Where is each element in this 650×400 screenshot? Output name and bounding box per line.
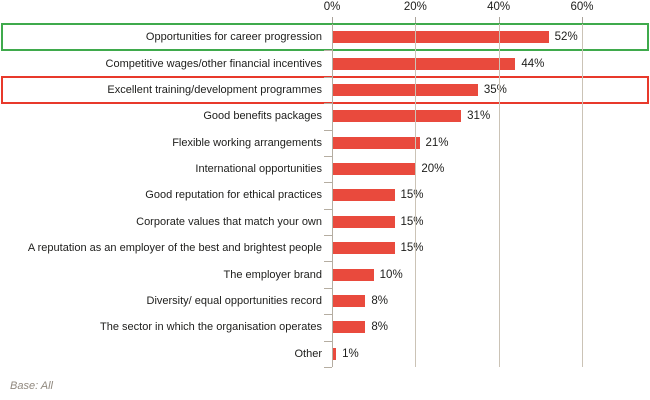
base-note: Base: All xyxy=(10,380,54,392)
bar-track: 10% xyxy=(332,261,648,287)
x-axis-tick-mark xyxy=(498,17,500,24)
bar xyxy=(332,189,395,202)
value-label: 15% xyxy=(400,215,424,228)
value-label: 10% xyxy=(379,268,403,281)
x-axis-tick-label: 0% xyxy=(323,1,341,13)
bar-track: 8% xyxy=(332,314,648,340)
x-axis: 0% 20% 40% 60% xyxy=(0,0,650,24)
category-label: Good reputation for ethical practices xyxy=(145,189,322,202)
chart-row-highlighted: Opportunities for career progression 52% xyxy=(1,22,649,52)
value-label: 15% xyxy=(400,189,424,202)
value-label: 31% xyxy=(467,110,491,123)
category-axis-tick xyxy=(324,182,332,183)
chart-row: The sector in which the organisation ope… xyxy=(2,314,648,340)
value-label: 15% xyxy=(400,242,424,255)
bar xyxy=(332,321,366,334)
bar xyxy=(332,136,420,149)
value-label: 35% xyxy=(483,83,507,96)
bar xyxy=(332,57,516,70)
value-label: 8% xyxy=(371,321,388,334)
x-axis-tick-mark xyxy=(332,17,333,24)
gridline xyxy=(415,24,417,367)
category-axis-tick xyxy=(324,50,332,51)
value-label: 20% xyxy=(421,163,445,176)
category-axis-tick xyxy=(324,209,332,210)
bar xyxy=(332,268,374,281)
category-label: International opportunities xyxy=(195,163,322,176)
x-axis-tick-mark xyxy=(582,17,583,24)
bar-track: 52% xyxy=(332,24,648,50)
value-label: 8% xyxy=(371,294,388,307)
bar-track: 21% xyxy=(332,130,648,156)
chart-row: International opportunities 20% xyxy=(2,156,648,182)
category-label: Opportunities for career progression xyxy=(145,31,322,44)
category-axis-tick xyxy=(324,130,332,131)
bar-track: 44% xyxy=(332,50,648,76)
bar xyxy=(332,83,478,96)
chart-row: Good benefits packages 31% xyxy=(2,103,648,129)
bar xyxy=(332,31,549,44)
chart-row: Other 1% xyxy=(2,341,648,367)
bar xyxy=(332,215,395,228)
bar-track: 15% xyxy=(332,209,648,235)
plot-area: Opportunities for career progression 52% C… xyxy=(0,22,650,368)
category-axis-tick xyxy=(324,314,332,315)
category-axis-tick xyxy=(324,156,332,157)
bar-track: 15% xyxy=(332,235,648,261)
category-label: Good benefits packages xyxy=(203,110,322,123)
category-axis-tick xyxy=(324,77,332,78)
bar xyxy=(332,294,366,307)
bar-track: 35% xyxy=(332,77,648,103)
y-axis-line xyxy=(332,24,333,367)
value-label: 21% xyxy=(425,136,449,149)
category-axis-tick xyxy=(324,261,332,262)
category-axis-tick xyxy=(324,341,332,342)
bar-track: 1% xyxy=(332,341,648,367)
category-label: Other xyxy=(294,347,322,360)
category-label: A reputation as an employer of the best … xyxy=(27,242,322,255)
category-label: Flexible working arrangements xyxy=(172,136,322,149)
category-label: The sector in which the organisation ope… xyxy=(100,321,322,334)
bar-track: 31% xyxy=(332,103,648,129)
bar xyxy=(332,163,416,176)
value-label: 1% xyxy=(342,347,359,360)
x-axis-tick-mark xyxy=(415,17,417,24)
bar-track: 20% xyxy=(332,156,648,182)
chart-row: Flexible working arrangements 21% xyxy=(2,130,648,156)
bar xyxy=(332,242,395,255)
gridline xyxy=(498,24,500,367)
chart-row: The employer brand 10% xyxy=(2,261,648,287)
category-axis-tick xyxy=(324,103,332,104)
value-label: 52% xyxy=(554,31,578,44)
bar xyxy=(332,347,337,360)
category-label: Corporate values that match your own xyxy=(136,215,322,228)
category-label: Competitive wages/other financial incent… xyxy=(105,57,322,70)
x-axis-tick-label: 60% xyxy=(570,1,594,13)
value-label: 44% xyxy=(521,57,545,70)
category-axis-tick xyxy=(324,288,332,289)
chart-row: Competitive wages/other financial incent… xyxy=(2,50,648,76)
chart-row: Good reputation for ethical practices 15% xyxy=(2,182,648,208)
gridline xyxy=(582,24,583,367)
bar-track: 8% xyxy=(332,288,648,314)
chart-row: Diversity/ equal opportunities record 8% xyxy=(2,288,648,314)
chart-row: Corporate values that match your own 15% xyxy=(2,209,648,235)
category-axis-tick xyxy=(324,235,332,236)
chart-row: A reputation as an employer of the best … xyxy=(2,235,648,261)
bar-track: 15% xyxy=(332,182,648,208)
x-axis-tick-label: 40% xyxy=(487,1,511,13)
category-axis-tick xyxy=(324,367,332,368)
bar xyxy=(332,110,462,123)
category-label: Diversity/ equal opportunities record xyxy=(146,294,322,307)
x-axis-tick-label: 20% xyxy=(403,1,427,13)
category-label: The employer brand xyxy=(223,268,322,281)
category-label: Excellent training/development programme… xyxy=(107,83,322,96)
chart-row-highlighted: Excellent training/development programme… xyxy=(1,75,649,105)
chart-rows: Opportunities for career progression 52% C… xyxy=(1,22,649,367)
